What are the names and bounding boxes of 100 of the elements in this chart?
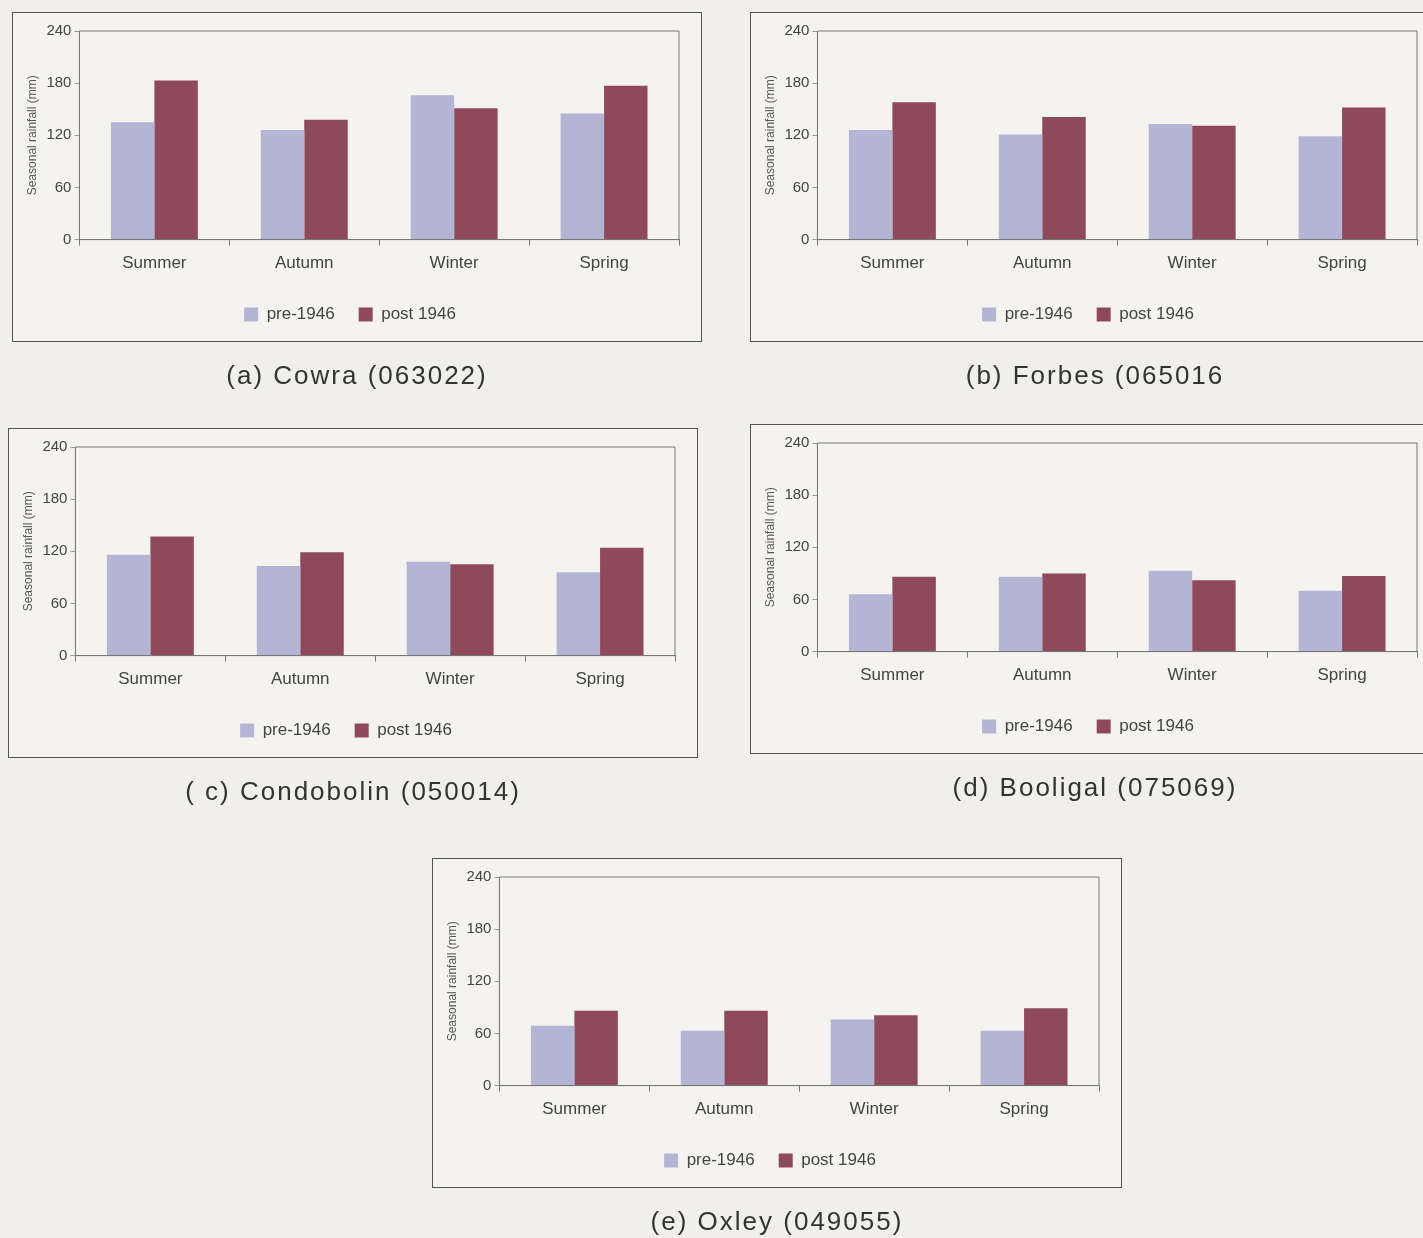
bar <box>406 561 451 656</box>
bar <box>680 1030 725 1086</box>
bar <box>450 564 494 656</box>
bar <box>110 122 155 240</box>
y-tick-label: 60 <box>474 1023 492 1041</box>
y-tick-label: 0 <box>483 1075 492 1093</box>
y-tick-label: 0 <box>801 641 810 659</box>
y-tick-label: 180 <box>466 919 492 937</box>
bar <box>560 113 605 240</box>
bar <box>1042 117 1086 240</box>
y-tick-label: 180 <box>42 489 68 507</box>
bar <box>998 134 1043 240</box>
bar <box>1298 136 1343 240</box>
bar <box>980 1030 1025 1086</box>
y-tick-label: 60 <box>50 593 68 611</box>
y-tick-label: 240 <box>784 21 810 39</box>
x-tick-label: Winter <box>1167 665 1218 685</box>
bar <box>574 1010 618 1086</box>
bar <box>830 1019 875 1086</box>
x-tick-label: Summer <box>542 1099 607 1119</box>
x-tick-label: Autumn <box>274 253 334 273</box>
bar <box>154 80 198 240</box>
legend-label: post 1946 <box>377 720 452 740</box>
y-tick-label: 240 <box>784 433 810 451</box>
y-tick-label: 0 <box>59 645 68 663</box>
bar <box>530 1025 575 1086</box>
bar <box>1192 125 1236 240</box>
legend-label: pre-1946 <box>1004 304 1073 324</box>
y-tick-label: 120 <box>784 125 810 143</box>
x-tick-label: Spring <box>1317 665 1367 685</box>
bar <box>998 576 1043 652</box>
bar <box>848 594 893 652</box>
y-tick-label: 120 <box>42 541 68 559</box>
bar <box>556 572 601 656</box>
bar <box>1148 570 1193 652</box>
text: (e) Oxley (049055) <box>649 1206 905 1237</box>
y-tick-label: 60 <box>54 177 72 195</box>
x-tick-label: Autumn <box>270 669 330 689</box>
x-tick-label: Spring <box>575 669 625 689</box>
y-axis-title: Seasonal rainfall (mm) <box>24 75 39 196</box>
legend-label: post 1946 <box>381 304 456 324</box>
bar <box>1042 573 1086 652</box>
x-tick-label: Winter <box>1167 253 1218 273</box>
legend-label: post 1946 <box>1119 304 1194 324</box>
legend-label: pre-1946 <box>262 720 331 740</box>
bar <box>106 554 151 656</box>
legend-label: pre-1946 <box>1004 716 1073 736</box>
x-tick-label: Summer <box>122 253 187 273</box>
bar <box>892 576 936 652</box>
y-tick-label: 60 <box>792 177 810 195</box>
bar <box>304 119 348 240</box>
y-tick-label: 120 <box>46 125 72 143</box>
bar <box>848 130 893 240</box>
bar <box>892 102 936 240</box>
y-axis-title: Seasonal rainfall (mm) <box>20 491 35 612</box>
legend-label: post 1946 <box>1119 716 1194 736</box>
y-tick-label: 0 <box>801 229 810 247</box>
bar <box>454 108 498 240</box>
x-tick-label: Spring <box>579 253 629 273</box>
bar <box>604 85 648 240</box>
y-tick-label: 180 <box>46 73 72 91</box>
x-tick-label: Summer <box>118 669 183 689</box>
text: (a) Cowra (063022) <box>225 360 489 391</box>
bar <box>724 1010 768 1086</box>
x-tick-label: Autumn <box>1012 665 1072 685</box>
bar <box>300 552 344 656</box>
bar <box>600 547 644 656</box>
y-tick-label: 120 <box>466 971 492 989</box>
text: (d) Booligal (075069) <box>951 772 1239 803</box>
y-tick-label: 180 <box>784 485 810 503</box>
y-tick-label: 240 <box>42 437 68 455</box>
bar <box>1148 124 1193 240</box>
bar <box>1342 107 1386 240</box>
x-tick-label: Winter <box>429 253 480 273</box>
legend-label: pre-1946 <box>266 304 335 324</box>
x-tick-label: Winter <box>849 1099 900 1119</box>
y-tick-label: 180 <box>784 73 810 91</box>
x-tick-label: Spring <box>1317 253 1367 273</box>
bar <box>150 536 194 656</box>
bar <box>410 95 455 240</box>
legend-label: pre-1946 <box>686 1150 755 1170</box>
text: ( c) Condobolin (050014) <box>184 776 522 807</box>
y-tick-label: 240 <box>466 867 492 885</box>
x-tick-label: Spring <box>999 1099 1049 1119</box>
x-tick-label: Summer <box>860 665 925 685</box>
y-tick-label: 120 <box>784 537 810 555</box>
bar <box>256 566 301 656</box>
bar <box>1342 575 1386 652</box>
x-tick-label: Winter <box>425 669 476 689</box>
bar <box>874 1015 918 1086</box>
bar <box>1298 590 1343 652</box>
x-tick-label: Autumn <box>694 1099 754 1119</box>
bar <box>1024 1008 1068 1086</box>
y-tick-label: 240 <box>46 21 72 39</box>
y-axis-title: Seasonal rainfall (mm) <box>762 487 777 608</box>
text: (b) Forbes (065016 <box>964 360 1226 391</box>
bar <box>1192 580 1236 652</box>
x-tick-label: Summer <box>860 253 925 273</box>
x-tick-label: Autumn <box>1012 253 1072 273</box>
bar <box>260 130 305 240</box>
